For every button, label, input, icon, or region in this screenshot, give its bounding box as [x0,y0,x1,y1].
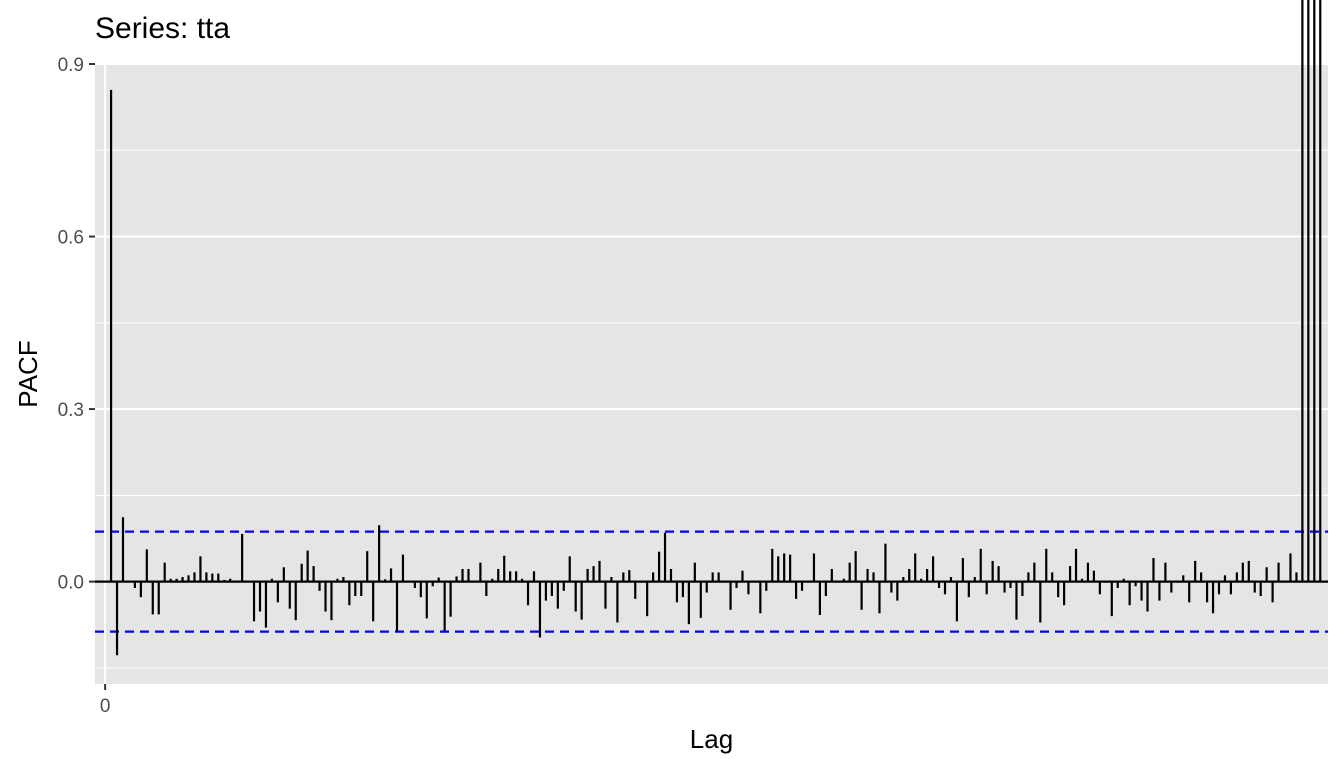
confidence-band [95,530,1328,633]
y-tick-label: 0.9 [58,55,84,76]
y-axis: 0.0 0.3 0.6 0.9 [58,55,95,594]
minor-gridlines [95,149,1328,669]
x-axis-label: Lag [690,724,733,754]
y-tick-label: 0.6 [58,228,84,249]
x-tick-label: 0 [100,696,111,717]
chart-title: Series: tta [95,12,230,45]
pacf-bars [109,0,1322,656]
x-axis: 0 [100,684,111,717]
y-tick-label: 0.3 [58,400,84,421]
y-axis-label: PACF [13,340,43,407]
plot-panel [95,64,1328,684]
y-tick-label: 0.0 [58,573,84,594]
